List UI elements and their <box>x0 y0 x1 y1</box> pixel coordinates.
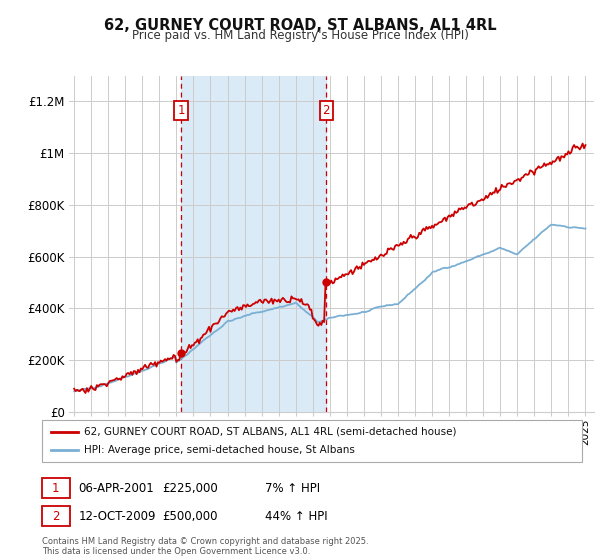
Text: 1: 1 <box>52 482 59 495</box>
Text: 06-APR-2001: 06-APR-2001 <box>79 482 154 495</box>
Text: 12-OCT-2009: 12-OCT-2009 <box>79 510 156 523</box>
Text: £225,000: £225,000 <box>163 482 218 495</box>
Bar <box>181 76 326 412</box>
Text: £500,000: £500,000 <box>163 510 218 523</box>
Text: Contains HM Land Registry data © Crown copyright and database right 2025.
This d: Contains HM Land Registry data © Crown c… <box>42 536 368 556</box>
Text: 7% ↑ HPI: 7% ↑ HPI <box>265 482 320 495</box>
Text: 44% ↑ HPI: 44% ↑ HPI <box>265 510 327 523</box>
Text: 1: 1 <box>177 104 185 118</box>
Text: Price paid vs. HM Land Registry's House Price Index (HPI): Price paid vs. HM Land Registry's House … <box>131 29 469 42</box>
Text: 62, GURNEY COURT ROAD, ST ALBANS, AL1 4RL (semi-detached house): 62, GURNEY COURT ROAD, ST ALBANS, AL1 4R… <box>84 427 457 437</box>
Text: 62, GURNEY COURT ROAD, ST ALBANS, AL1 4RL: 62, GURNEY COURT ROAD, ST ALBANS, AL1 4R… <box>104 18 496 33</box>
Text: 2: 2 <box>52 510 59 523</box>
Text: HPI: Average price, semi-detached house, St Albans: HPI: Average price, semi-detached house,… <box>84 445 355 455</box>
Text: 2: 2 <box>322 104 330 118</box>
